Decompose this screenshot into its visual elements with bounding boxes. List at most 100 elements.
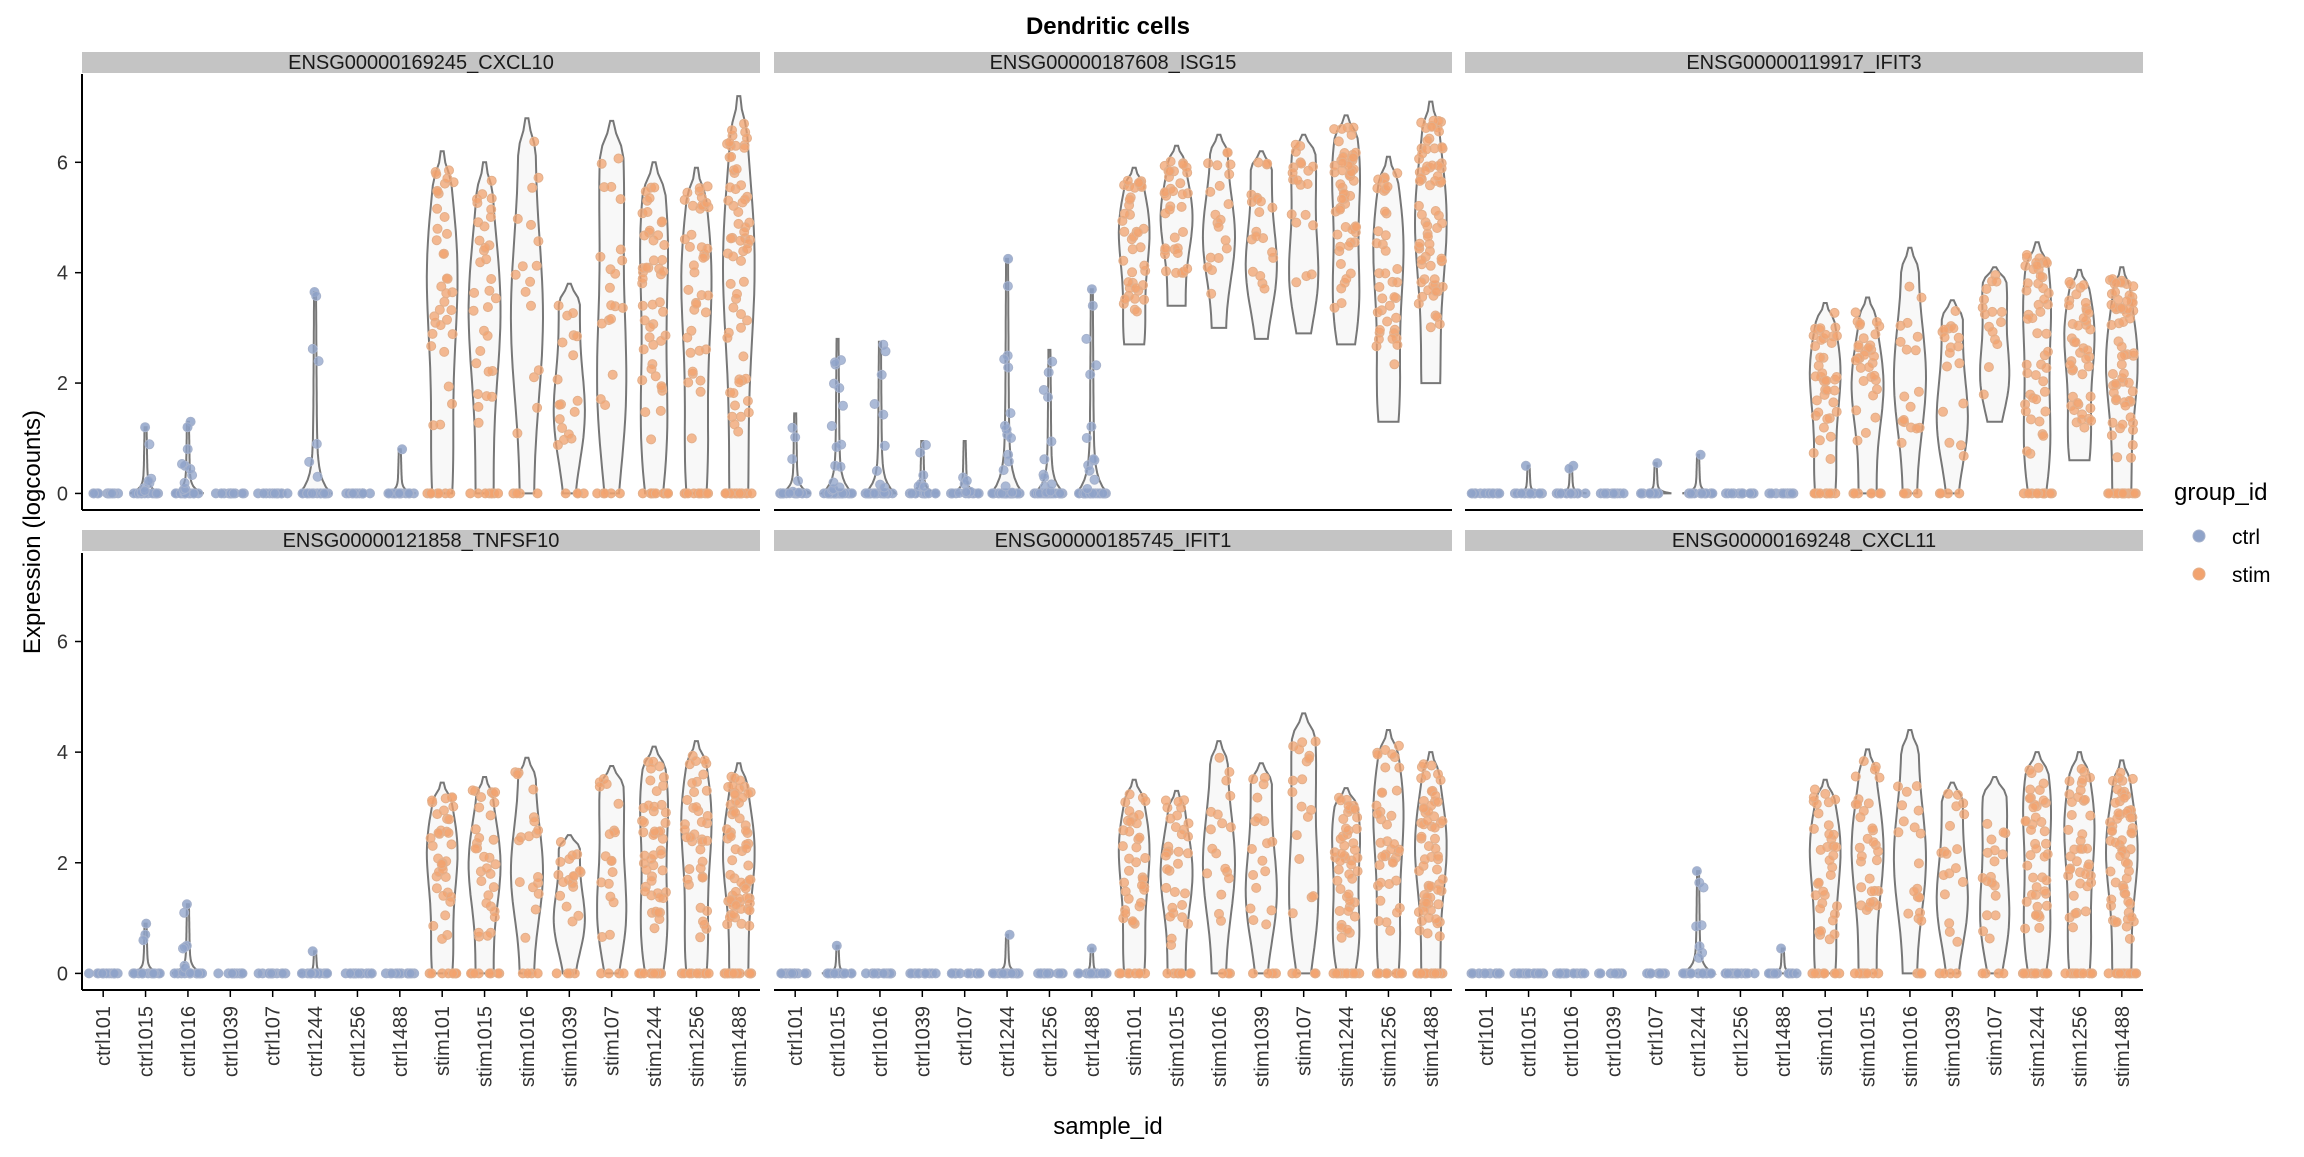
point-stim (560, 488, 571, 499)
point-stim (440, 910, 451, 921)
point-stim (469, 968, 480, 979)
point-stim (1942, 361, 1952, 372)
panel-ENSG00000119917_IFIT3: ENSG00000119917_IFIT3 (1465, 52, 2143, 511)
point-stim (1335, 795, 1346, 806)
point-ctrl (787, 422, 798, 433)
point-stim (1830, 794, 1841, 805)
point-stim (527, 182, 538, 193)
point-stim (1808, 448, 1819, 458)
point-stim (1173, 858, 1183, 869)
point-stim (2110, 797, 2121, 808)
point-stim (532, 488, 543, 499)
point-stim (1172, 810, 1183, 821)
point-stim (429, 311, 440, 322)
point-stim (533, 888, 544, 899)
point-stim (1380, 745, 1391, 755)
point-stim (1183, 918, 1193, 929)
point-stim (477, 189, 488, 200)
y-tick-label: 2 (57, 373, 68, 395)
point-stim (1124, 789, 1135, 800)
point-stim (658, 306, 669, 317)
point-stim (432, 186, 443, 197)
point-stim (1371, 800, 1382, 811)
point-stim (1392, 907, 1402, 918)
point-stim (554, 414, 565, 425)
point-stim (604, 282, 615, 293)
point-stim (738, 276, 749, 287)
point-stim (1329, 124, 1340, 135)
point-stim (1998, 968, 2009, 979)
point-stim (569, 406, 580, 417)
point-stim (1286, 209, 1297, 220)
point-stim (485, 212, 496, 222)
point-ctrl (1516, 488, 1527, 499)
point-stim (1422, 231, 1433, 242)
point-stim (647, 299, 658, 310)
point-stim (743, 788, 754, 799)
point-stim (2112, 452, 2123, 463)
point-stim (1386, 810, 1397, 821)
point-stim (2041, 258, 2052, 268)
point-stim (1950, 863, 1961, 874)
point-stim (1171, 267, 1182, 278)
point-stim (567, 916, 578, 927)
point-stim (2106, 430, 2117, 441)
point-stim (2020, 406, 2031, 417)
point-ctrl (831, 442, 842, 452)
point-stim (1810, 371, 1821, 382)
point-stim (1124, 194, 1135, 205)
x-tick-label: ctrl1039 (912, 1006, 934, 1077)
point-ctrl (1595, 968, 1606, 979)
point-stim (1916, 968, 1926, 979)
point-stim (681, 832, 692, 843)
panel-strip-label: ENSG00000185745_IFIT1 (995, 530, 1232, 552)
y-tick-label: 2 (57, 853, 68, 875)
point-stim (469, 287, 480, 298)
point-stim (1334, 906, 1345, 916)
point-stim (725, 182, 736, 193)
point-ctrl (266, 968, 277, 979)
point-stim (2076, 764, 2087, 774)
point-ctrl (1055, 488, 1066, 499)
point-stim (1394, 762, 1405, 773)
point-stim (658, 266, 669, 277)
point-stim (1433, 899, 1444, 910)
point-stim (1898, 415, 1909, 425)
point-stim (1302, 179, 1313, 189)
point-stim (1952, 936, 1963, 947)
point-stim (695, 844, 706, 855)
point-ctrl (787, 454, 798, 465)
point-stim (2126, 827, 2137, 838)
point-ctrl (878, 968, 889, 979)
point-stim (727, 855, 738, 866)
point-stim (1825, 454, 1836, 464)
point-stim (1217, 818, 1228, 829)
point-stim (2034, 785, 2045, 795)
point-stim (524, 831, 534, 842)
point-ctrl (296, 968, 307, 979)
point-stim (1952, 844, 1963, 855)
point-stim (1304, 753, 1314, 764)
point-stim (1830, 968, 1841, 979)
point-stim (1255, 196, 1266, 207)
point-ctrl (269, 488, 280, 499)
point-ctrl (1726, 488, 1737, 499)
point-stim (1997, 849, 2008, 860)
point-stim (1992, 339, 2003, 350)
point-stim (1825, 431, 1836, 442)
point-stim (555, 837, 566, 847)
point-stim (1414, 925, 1425, 936)
point-stim (1202, 262, 1213, 273)
point-stim (702, 488, 713, 499)
point-ctrl (1609, 968, 1620, 979)
point-stim (1422, 816, 1433, 827)
point-stim (1818, 422, 1829, 433)
point-stim (447, 398, 457, 409)
point-stim (557, 423, 568, 433)
point-stim (485, 810, 496, 821)
point-ctrl (1769, 968, 1780, 979)
y-tick-label: 0 (57, 963, 68, 985)
point-ctrl (322, 968, 333, 979)
point-ctrl (358, 488, 368, 499)
point-stim (2111, 277, 2121, 288)
